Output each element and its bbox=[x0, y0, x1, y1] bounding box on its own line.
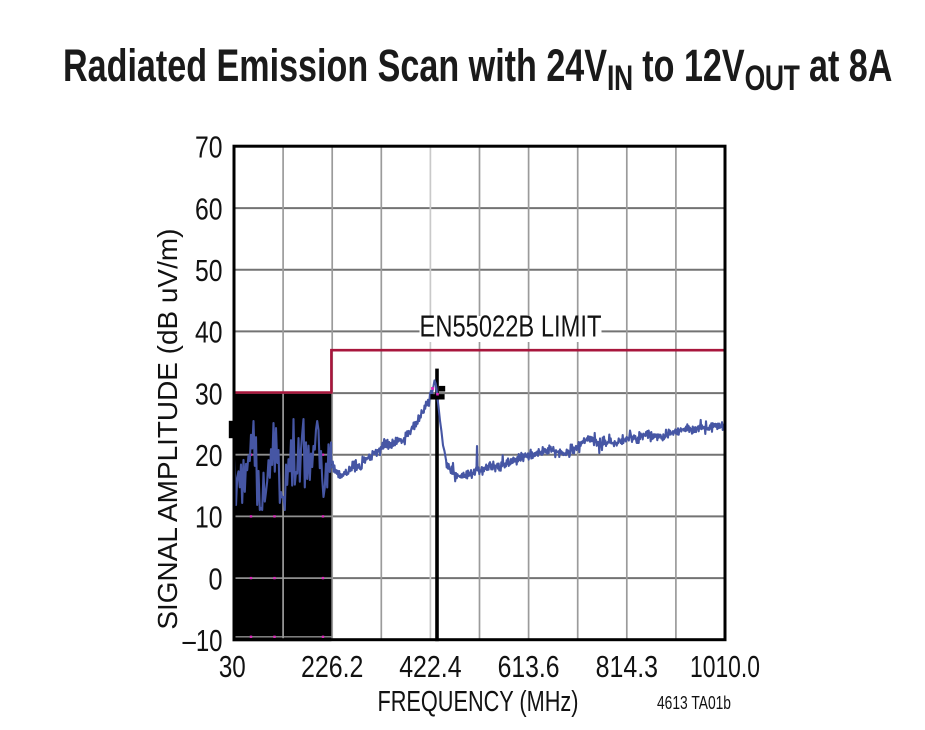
svg-text:40: 40 bbox=[195, 316, 223, 350]
svg-text:70: 70 bbox=[195, 131, 223, 165]
svg-text:226.2: 226.2 bbox=[301, 650, 363, 684]
svg-text:FREQUENCY (MHz): FREQUENCY (MHz) bbox=[378, 686, 579, 718]
svg-text:422.4: 422.4 bbox=[399, 650, 461, 684]
svg-text:SIGNAL AMPLITUDE (dB uV/m): SIGNAL AMPLITUDE (dB uV/m) bbox=[152, 229, 183, 630]
svg-text:0: 0 bbox=[209, 562, 223, 596]
svg-text:50: 50 bbox=[195, 254, 223, 288]
svg-text:814.3: 814.3 bbox=[596, 650, 658, 684]
svg-text:4613 TA01b: 4613 TA01b bbox=[657, 692, 731, 713]
svg-text:30: 30 bbox=[219, 650, 246, 684]
svg-text:10: 10 bbox=[195, 501, 223, 535]
svg-text:20: 20 bbox=[195, 439, 223, 473]
svg-text:60: 60 bbox=[195, 192, 223, 226]
svg-text:EN55022B LIMIT: EN55022B LIMIT bbox=[420, 309, 602, 344]
svg-text:–10: –10 bbox=[183, 624, 223, 658]
svg-text:613.6: 613.6 bbox=[498, 650, 560, 684]
svg-text:30: 30 bbox=[195, 377, 223, 411]
svg-text:1010.0: 1010.0 bbox=[690, 650, 760, 684]
